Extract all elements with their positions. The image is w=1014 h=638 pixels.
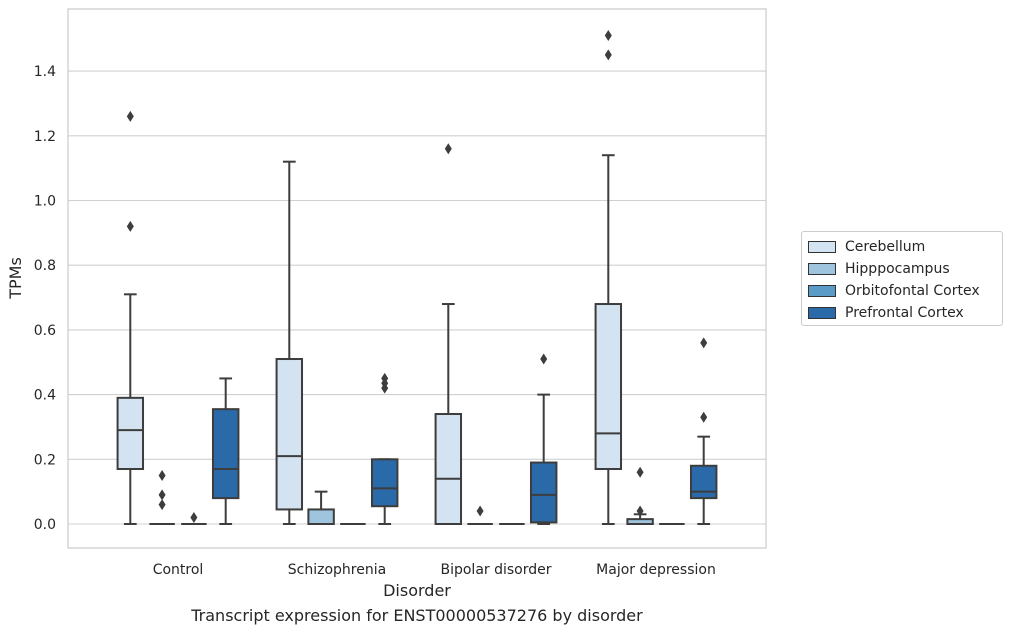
outlier-point	[158, 469, 166, 481]
outlier-point	[604, 49, 612, 61]
legend-swatch-cerebellum	[808, 241, 836, 253]
box-group	[467, 505, 493, 525]
outlier-point	[158, 499, 166, 511]
legend-label: Cerebellum	[845, 239, 926, 255]
box-group	[181, 512, 207, 525]
box-layer	[116, 30, 718, 526]
box-group	[307, 490, 335, 526]
legend-swatch-prefrontal	[808, 307, 836, 319]
outlier-point	[126, 220, 134, 232]
box	[529, 461, 558, 524]
box	[116, 396, 145, 471]
y-tick-label: 0.8	[34, 258, 56, 274]
box	[370, 458, 399, 508]
outlier-point	[636, 466, 644, 478]
outlier-point	[381, 372, 389, 384]
box	[275, 358, 304, 511]
outlier-point	[636, 505, 644, 517]
y-tick-label: 1.0	[34, 194, 56, 210]
ytick-layer: 0.0 0.2 0.4 0.6 0.8 1.0 1.2 1.4	[34, 64, 56, 533]
box-group	[529, 353, 558, 525]
y-tick-label: 0.4	[34, 388, 56, 404]
y-tick-label: 1.4	[34, 64, 56, 80]
plot-frame	[67, 8, 767, 549]
outlier-point	[444, 143, 452, 155]
outlier-point	[700, 337, 708, 349]
y-tick-label: 1.2	[34, 129, 56, 145]
legend-label: Orbitofontal Cortex	[845, 283, 980, 299]
outlier-point	[540, 353, 548, 365]
legend-item-prefrontal: Prefrontal Cortex	[808, 304, 964, 322]
outlier-point	[700, 411, 708, 423]
y-tick-label: 0.2	[34, 452, 56, 468]
box-group	[211, 377, 240, 525]
legend-item-cerebellum: Cerebellum	[808, 238, 925, 256]
chart-caption: Transcript expression for ENST0000053727…	[191, 606, 643, 625]
x-axis-label: Disorder	[383, 581, 451, 600]
box-group	[149, 469, 175, 525]
grid-layer	[68, 70, 766, 525]
outlier-point	[476, 505, 484, 517]
box	[594, 303, 623, 471]
xtick-layer: Control Schizophrenia Bipolar disorder Majo…	[153, 562, 716, 578]
box-group	[370, 372, 399, 525]
legend-swatch-orbitofrontal	[808, 285, 836, 297]
legend-label: Hipppocampus	[845, 261, 950, 277]
box	[434, 413, 463, 526]
x-tick-label: Schizophrenia	[288, 562, 386, 578]
box-group	[434, 143, 463, 526]
outlier-point	[158, 489, 166, 501]
legend-item-orbitofrontal: Orbitofontal Cortex	[808, 282, 980, 300]
y-tick-label: 0.6	[34, 323, 56, 339]
legend-swatch-hippocampus	[808, 263, 836, 275]
box-group	[116, 110, 145, 525]
outlier-point	[604, 30, 612, 42]
legend: Cerebellum Hipppocampus Orbitofontal Cor…	[801, 231, 1003, 326]
x-tick-label: Control	[153, 562, 204, 578]
legend-label: Prefrontal Cortex	[845, 305, 964, 321]
box-group	[689, 337, 718, 525]
y-tick-label: 0.0	[34, 517, 56, 533]
x-tick-label: Major depression	[596, 562, 716, 578]
box-group	[594, 30, 623, 525]
y-axis-label: TPMs	[6, 257, 25, 300]
legend-item-hippocampus: Hipppocampus	[808, 260, 950, 278]
outlier-point	[126, 110, 134, 122]
box-group	[275, 160, 304, 525]
box	[211, 408, 240, 500]
outlier-point	[190, 512, 198, 524]
x-tick-label: Bipolar disorder	[440, 562, 551, 578]
box	[307, 508, 335, 526]
box	[689, 464, 718, 500]
box-group	[626, 466, 654, 526]
